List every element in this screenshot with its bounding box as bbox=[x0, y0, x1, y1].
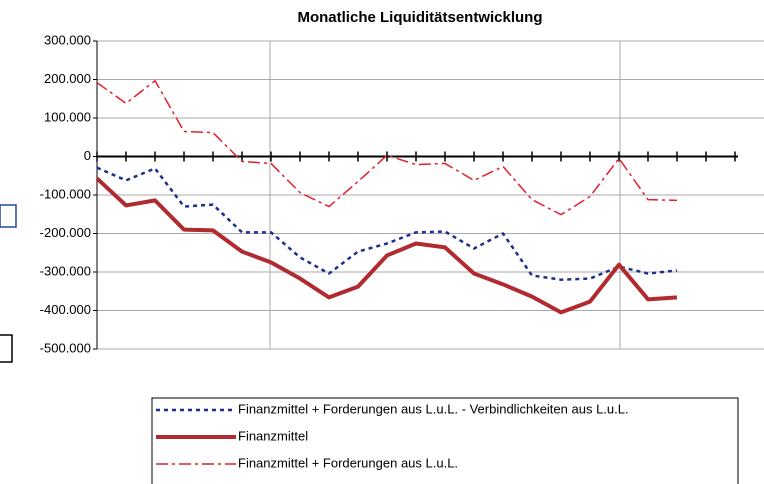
chart-title: Monatliche Liquiditätsentwicklung bbox=[297, 9, 542, 26]
y-tick-label: -500.000 bbox=[40, 340, 91, 355]
legend-label: Finanzmittel + Forderungen aus L.u.L. bbox=[238, 455, 458, 470]
series-line bbox=[95, 176, 678, 315]
y-tick-label: -100.000 bbox=[40, 186, 91, 201]
y-tick-label: -200.000 bbox=[40, 225, 91, 240]
y-tick-label: -400.000 bbox=[40, 302, 91, 317]
y-tick-label: 100.000 bbox=[44, 109, 91, 124]
legend-label: Finanzmittel + Forderungen aus L.u.L. - … bbox=[238, 401, 629, 416]
y-tick-label: 200.000 bbox=[44, 71, 91, 86]
legend bbox=[151, 397, 739, 484]
clipped-box bbox=[0, 204, 17, 228]
y-tick-label: 300.000 bbox=[44, 32, 91, 47]
series-line bbox=[96, 79, 678, 216]
y-tick-label: -300.000 bbox=[40, 263, 91, 278]
legend-label: Finanzmittel bbox=[238, 428, 308, 443]
clipped-box bbox=[0, 334, 13, 363]
y-tick-label: 0 bbox=[84, 148, 91, 163]
series-line bbox=[96, 166, 678, 281]
